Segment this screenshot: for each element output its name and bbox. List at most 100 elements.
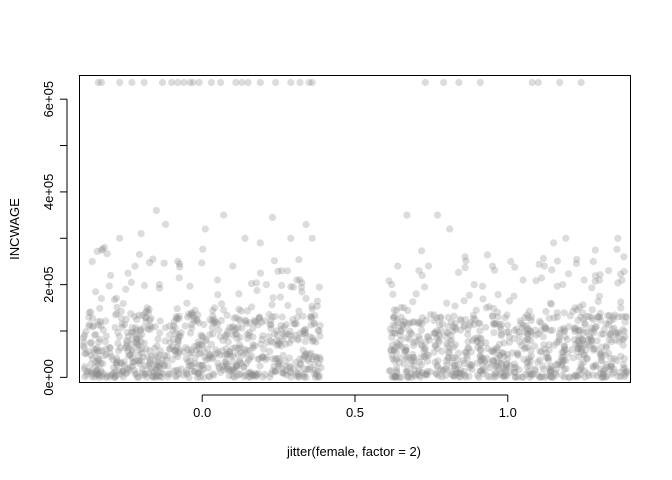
data-point xyxy=(409,318,417,326)
data-point xyxy=(581,373,589,381)
data-point xyxy=(179,348,187,356)
data-point xyxy=(231,344,240,352)
data-point xyxy=(170,347,179,355)
data-point xyxy=(460,297,468,305)
data-point xyxy=(128,324,136,332)
data-point xyxy=(295,364,303,372)
data-point xyxy=(622,367,631,375)
data-point xyxy=(199,365,208,373)
data-point xyxy=(390,357,399,365)
data-point xyxy=(300,373,308,381)
data-point xyxy=(620,373,629,381)
data-point xyxy=(199,333,207,341)
data-point xyxy=(174,337,182,345)
data-point xyxy=(113,309,121,318)
data-point xyxy=(541,322,549,330)
data-point xyxy=(461,373,470,381)
data-point xyxy=(481,323,490,331)
data-point xyxy=(477,335,485,343)
data-point xyxy=(138,331,146,339)
y-tick-label: 6e+05 xyxy=(41,81,56,118)
data-point xyxy=(95,373,103,381)
data-point xyxy=(87,367,95,375)
data-point xyxy=(604,312,612,320)
data-point xyxy=(534,371,542,379)
data-point xyxy=(226,350,234,358)
data-point xyxy=(115,367,123,375)
data-point xyxy=(415,332,423,340)
data-point xyxy=(196,373,204,381)
data-point xyxy=(308,78,316,87)
data-point xyxy=(305,78,313,87)
data-point xyxy=(271,312,279,321)
data-point xyxy=(421,78,429,87)
data-point xyxy=(304,357,312,365)
data-point xyxy=(546,368,555,377)
data-point xyxy=(516,317,524,325)
data-point xyxy=(410,338,418,346)
data-point xyxy=(474,334,482,342)
data-point xyxy=(284,301,292,310)
data-point xyxy=(614,372,622,381)
data-point xyxy=(261,370,269,379)
data-point xyxy=(451,361,459,370)
data-point xyxy=(488,262,497,270)
data-point xyxy=(143,307,151,315)
data-point xyxy=(386,325,394,333)
data-point xyxy=(230,365,238,373)
data-point xyxy=(604,349,613,357)
data-point xyxy=(219,336,227,344)
data-point xyxy=(598,357,606,365)
data-point xyxy=(232,364,241,372)
data-point xyxy=(173,372,181,380)
data-point xyxy=(150,368,158,377)
data-point xyxy=(502,363,511,371)
data-point xyxy=(610,324,618,332)
data-point xyxy=(394,319,402,327)
data-point xyxy=(399,321,407,329)
data-point xyxy=(491,362,499,370)
data-point xyxy=(455,349,463,357)
data-point xyxy=(464,338,472,346)
data-point xyxy=(171,372,179,380)
data-point xyxy=(500,372,508,380)
data-point xyxy=(310,353,318,361)
data-point xyxy=(218,347,226,355)
data-point xyxy=(571,372,579,380)
data-point xyxy=(236,349,245,357)
data-point xyxy=(249,371,257,379)
data-point xyxy=(126,351,134,359)
data-point xyxy=(421,283,429,291)
data-point xyxy=(124,333,132,341)
data-point xyxy=(81,349,89,358)
data-point xyxy=(256,362,264,370)
data-point xyxy=(597,373,606,381)
data-point xyxy=(287,332,295,340)
data-point xyxy=(146,347,154,355)
data-point xyxy=(88,370,96,378)
data-point xyxy=(602,373,610,381)
data-point xyxy=(216,333,224,341)
data-point xyxy=(473,371,482,379)
data-point xyxy=(404,371,412,380)
data-point xyxy=(306,365,314,374)
data-point xyxy=(608,338,616,346)
data-point xyxy=(443,328,451,337)
data-point xyxy=(595,276,604,284)
data-point xyxy=(599,330,607,338)
data-point xyxy=(86,321,94,329)
data-point xyxy=(230,367,238,375)
data-point xyxy=(450,312,458,320)
data-point xyxy=(588,313,596,321)
data-point xyxy=(87,360,95,368)
data-point xyxy=(449,372,458,380)
data-point xyxy=(452,325,460,333)
data-point xyxy=(558,348,566,356)
data-point xyxy=(403,211,411,219)
data-point xyxy=(232,313,240,322)
data-point xyxy=(147,364,155,372)
data-point xyxy=(599,371,607,379)
data-point xyxy=(395,358,403,366)
data-point xyxy=(470,321,478,329)
data-point xyxy=(464,330,472,339)
